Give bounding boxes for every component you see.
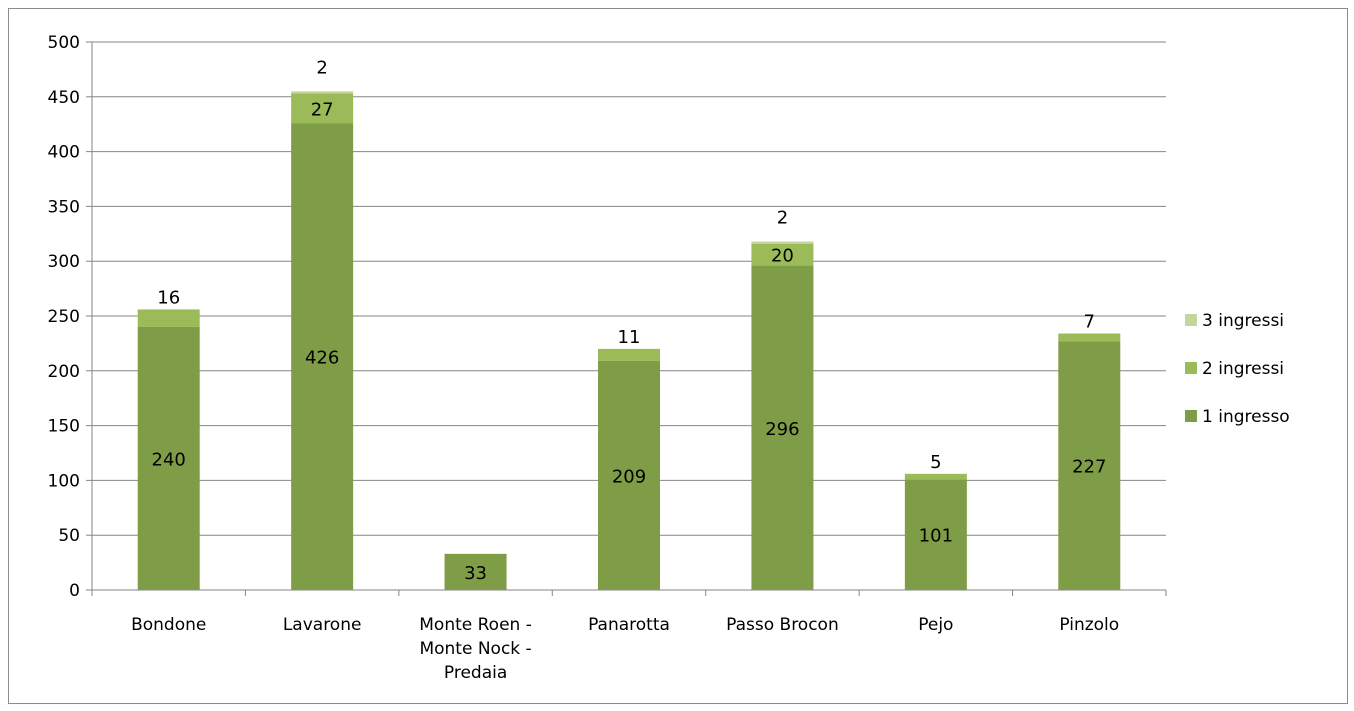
bars <box>137 91 1121 590</box>
chart-frame <box>8 8 1348 704</box>
bar-segment <box>598 360 660 590</box>
x-axis: Bondone Lavarone Monte Roen - Monte Nock - P… <box>91 589 1167 683</box>
x-category-label: Panarotta <box>588 615 670 635</box>
data-label: 11 <box>618 327 641 348</box>
data-labels: 240 16 426 27 2 33 209 11 296 20 2 101 5 227 7 <box>152 57 1107 584</box>
y-tick-label: 200 <box>48 362 80 382</box>
x-category-label: Passo Brocon <box>726 615 839 635</box>
x-category-label-line: Monte Roen - <box>419 615 532 635</box>
data-label: 296 <box>765 419 799 440</box>
x-category-label: Monte Roen - Monte Nock - Predaia <box>419 615 532 683</box>
bar-segment <box>598 348 660 361</box>
y-tick-label: 0 <box>69 581 80 601</box>
x-category-label: Bondone <box>131 615 206 635</box>
x-category-label-line: Lavarone <box>283 615 362 635</box>
data-label: 7 <box>1084 312 1095 333</box>
y-axis: 0 50 100 150 200 250 300 350 400 450 500 <box>48 33 93 601</box>
bar-segment <box>751 265 814 590</box>
x-category-label: Lavarone <box>283 615 362 635</box>
x-category-label-line: Predaia <box>444 663 507 683</box>
x-category-label-line: Bondone <box>131 615 206 635</box>
data-label: 5 <box>930 452 941 473</box>
data-label: 209 <box>612 466 646 487</box>
x-category-label-line: Passo Brocon <box>726 615 839 635</box>
bar-segment <box>137 326 200 590</box>
x-category-label: Pinzolo <box>1059 615 1119 635</box>
data-label: 27 <box>311 99 334 120</box>
bar-segment <box>137 309 200 327</box>
bar-segment <box>291 93 354 124</box>
bar-segment <box>751 241 814 244</box>
data-label: 20 <box>771 246 794 267</box>
y-tick-label: 50 <box>58 526 80 546</box>
legend-swatch <box>1185 362 1197 374</box>
legend-swatch <box>1185 410 1197 422</box>
bar-segment <box>1058 333 1121 342</box>
data-label: 33 <box>464 563 487 584</box>
x-category-label: Pejo <box>918 615 953 635</box>
bar-segment <box>751 243 814 266</box>
legend: 3 ingressi 2 ingressi 1 ingresso <box>1185 311 1290 427</box>
bar-segment <box>444 553 507 590</box>
y-tick-label: 300 <box>48 252 80 272</box>
gridlines <box>92 41 1166 536</box>
data-label: 227 <box>1072 457 1106 478</box>
bar-segment <box>1058 341 1121 590</box>
y-tick-label: 350 <box>48 197 80 217</box>
legend-label: 3 ingressi <box>1202 311 1284 331</box>
bar-segment <box>904 479 967 590</box>
data-label: 2 <box>777 207 788 228</box>
bar-segment <box>291 123 354 590</box>
x-category-label-line: Panarotta <box>588 615 670 635</box>
legend-label: 2 ingressi <box>1202 359 1284 379</box>
y-tick-label: 100 <box>48 471 80 491</box>
y-tick-label: 400 <box>48 143 80 163</box>
x-category-label-line: Pinzolo <box>1059 615 1119 635</box>
y-tick-label: 150 <box>48 417 80 437</box>
x-category-label-line: Pejo <box>918 615 953 635</box>
data-label: 2 <box>316 57 327 78</box>
data-label: 240 <box>152 449 186 470</box>
data-label: 426 <box>305 348 339 369</box>
y-tick-label: 500 <box>48 33 80 53</box>
bar-segment <box>291 91 354 94</box>
bar-segment <box>904 473 967 480</box>
legend-swatch <box>1185 314 1197 326</box>
x-category-label-line: Monte Nock - <box>419 639 531 659</box>
data-label: 16 <box>157 287 180 308</box>
legend-label: 1 ingresso <box>1202 407 1290 427</box>
data-label: 101 <box>919 526 953 547</box>
y-tick-label: 250 <box>48 307 80 327</box>
y-tick-label: 450 <box>48 88 80 108</box>
